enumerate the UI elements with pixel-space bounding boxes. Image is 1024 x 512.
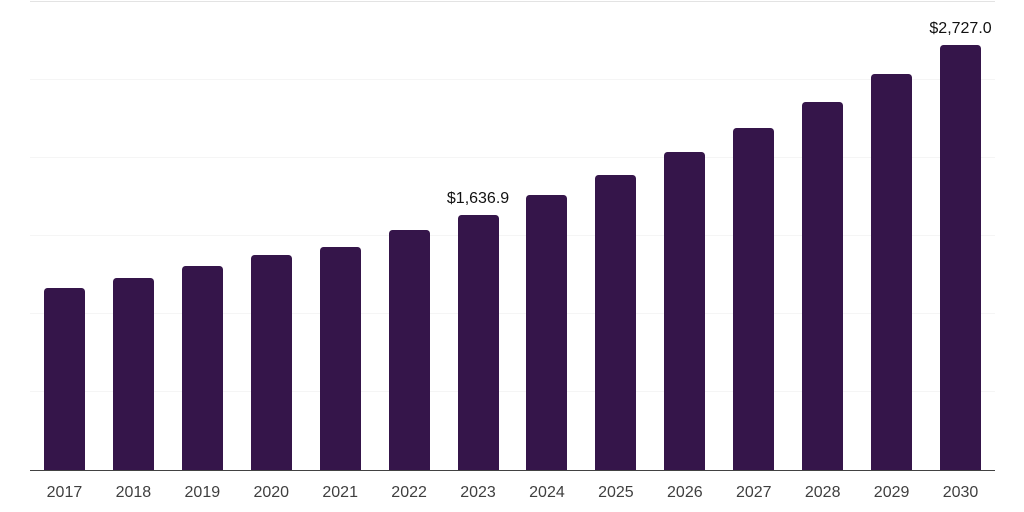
bar-2023 (457, 214, 499, 470)
x-tick-2023: 2023 (460, 484, 496, 501)
bar-2019 (181, 265, 223, 470)
x-axis-tick-labels: 2017 2018 2019 2020 2021 2022 2023 2024 2025 2026… (30, 484, 995, 508)
bar-2029 (871, 74, 913, 470)
bar-2030 (940, 44, 982, 470)
plot-area: $1,636.9 $2,727.0 (30, 1, 995, 471)
x-tick-2025: 2025 (598, 484, 634, 501)
bar-2028 (802, 102, 844, 470)
x-tick-2021: 2021 (322, 484, 358, 501)
gridline-1500 (30, 235, 995, 236)
bar-2018 (112, 277, 154, 470)
bar-2017 (43, 287, 85, 470)
gridline-2500 (30, 79, 995, 80)
x-tick-2017: 2017 (46, 484, 83, 501)
bar-2026 (664, 152, 706, 470)
bar-2021 (319, 246, 361, 470)
data-label-2030: $2,727.0 (929, 20, 992, 37)
x-tick-2024: 2024 (529, 484, 565, 501)
x-tick-2020: 2020 (253, 484, 290, 501)
bar-2024 (526, 195, 568, 470)
gridline-500 (30, 391, 995, 392)
bar-2020 (250, 255, 292, 470)
x-tick-2026: 2026 (667, 484, 703, 501)
x-tick-2029: 2029 (873, 484, 910, 501)
x-tick-2018: 2018 (115, 484, 152, 501)
bar-2025 (595, 174, 637, 470)
x-axis-line (30, 469, 995, 471)
x-tick-2028: 2028 (804, 484, 841, 501)
gridline-3000 (30, 1, 995, 2)
bar-2022 (388, 230, 430, 470)
x-tick-2022: 2022 (391, 484, 427, 501)
x-tick-2030: 2030 (942, 484, 979, 501)
x-tick-2027: 2027 (735, 484, 772, 501)
gridline-2000 (30, 157, 995, 158)
x-tick-2019: 2019 (184, 484, 221, 501)
bar-2027 (733, 128, 775, 470)
data-label-2023: $1,636.9 (446, 190, 510, 208)
gridline-1000 (30, 313, 995, 314)
